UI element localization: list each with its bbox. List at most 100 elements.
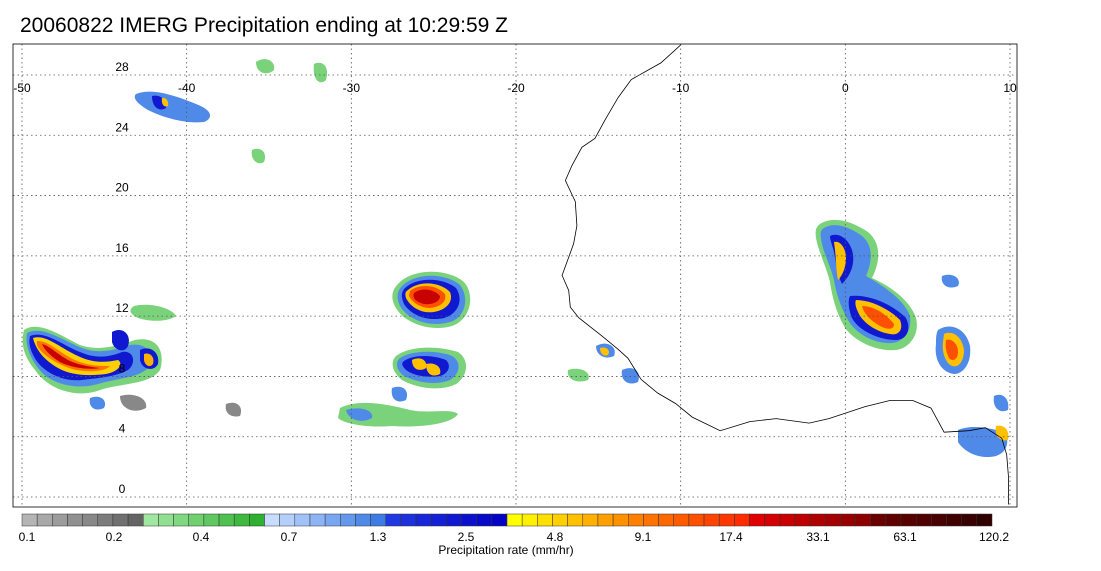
- colorbar-cell: [506, 513, 523, 527]
- lon-tick-label: -10: [672, 81, 690, 95]
- lon-tick-label: 10: [1003, 81, 1017, 95]
- colorbar-cell: [143, 513, 159, 527]
- lat-tick-label: 0: [119, 482, 126, 496]
- colorbar-cell: [324, 513, 341, 527]
- colorbar-cell: [658, 513, 674, 527]
- colorbar-cell: [233, 513, 250, 527]
- colorbar-cell: [749, 513, 765, 527]
- colorbar-cell: [309, 513, 326, 527]
- colorbar-cell: [21, 513, 38, 527]
- colorbar-cell: [82, 513, 99, 527]
- colorbar-tick-label: 0.1: [18, 530, 36, 544]
- colorbar-cell: [855, 513, 872, 527]
- colorbar-cell: [764, 513, 781, 527]
- gridlines: [13, 44, 1017, 507]
- colorbar-cell: [809, 513, 826, 527]
- colorbar-cell: [734, 513, 750, 527]
- colorbar-cell: [340, 513, 356, 527]
- colorbar-cell: [961, 513, 978, 527]
- colorbar-tick-label: 2.5: [457, 530, 475, 544]
- colorbar: [21, 513, 993, 527]
- map-frame: [12, 43, 1018, 508]
- colorbar-cell: [279, 513, 296, 527]
- colorbar-cell: [521, 513, 538, 527]
- colorbar-tick-label: 33.1: [806, 530, 830, 544]
- colorbar-cell: [294, 513, 311, 527]
- colorbar-cell: [158, 513, 174, 527]
- precipitation-map[interactable]: -50 -40 -30 -20 -10 0 10 0 4 8 12 16 20 24 28: [0, 0, 1101, 510]
- colorbar-cell: [612, 513, 629, 527]
- colorbar-cell: [461, 513, 477, 527]
- colorbar-cell: [900, 513, 917, 527]
- colorbar-cell: [52, 513, 68, 527]
- lat-tick-label: 20: [115, 181, 129, 195]
- colorbar-title: Precipitation rate (mm/hr): [438, 543, 574, 557]
- colorbar-cell: [552, 513, 568, 527]
- colorbar-cell: [36, 513, 53, 527]
- colorbar-cell: [688, 513, 705, 527]
- lon-tick-label: -20: [507, 81, 525, 95]
- colorbar-cell: [491, 513, 508, 527]
- colorbar-cell: [597, 513, 614, 527]
- lat-tick-label: 8: [119, 361, 126, 375]
- colorbar-cell: [825, 513, 841, 527]
- colorbar-cell: [127, 513, 144, 527]
- lat-tick-label: 28: [115, 60, 129, 74]
- colorbar-cell: [385, 513, 402, 527]
- colorbar-cell: [430, 513, 447, 527]
- colorbar-cell: [537, 513, 553, 527]
- colorbar-cell: [173, 513, 189, 527]
- lon-tick-label: -30: [343, 81, 361, 95]
- colorbar-cell: [718, 513, 735, 527]
- colorbar-cell: [779, 513, 796, 527]
- colorbar-cell: [628, 513, 644, 527]
- colorbar-cell: [249, 513, 265, 527]
- map-title: 20060822 IMERG Precipitation ending at 1…: [20, 14, 508, 37]
- colorbar-cell: [931, 513, 947, 527]
- colorbar-tick-label: 0.7: [280, 530, 298, 544]
- colorbar-cell: [885, 513, 902, 527]
- longitude-labels: -50 -40 -30 -20 -10 0 10: [13, 81, 1017, 95]
- colorbar-cell: [643, 513, 659, 527]
- latitude-labels: 0 4 8 12 16 20 24 28: [115, 60, 129, 496]
- colorbar-cell: [370, 513, 386, 527]
- lon-tick-label: -40: [178, 81, 196, 95]
- colorbar-tick-label: 4.8: [546, 530, 564, 544]
- colorbar-cell: [673, 513, 690, 527]
- colorbar-cell: [946, 513, 962, 527]
- colorbar-tick-label: 120.2: [978, 530, 1010, 544]
- colorbar-tick-label: 63.1: [893, 530, 917, 544]
- colorbar-cell: [67, 513, 83, 527]
- colorbar-tick-label: 17.4: [719, 530, 743, 544]
- colorbar-cell: [112, 513, 129, 527]
- colorbar-cell: [582, 513, 599, 527]
- colorbar-cell: [476, 513, 493, 527]
- colorbar-cell: [218, 513, 235, 527]
- colorbar-tick-label: 0.2: [105, 530, 123, 544]
- coastline: [561, 44, 1009, 505]
- colorbar-cell: [355, 513, 371, 527]
- colorbar-tick-label: 9.1: [634, 530, 652, 544]
- colorbar-cell: [97, 513, 114, 527]
- colorbar-cell: [567, 513, 584, 527]
- colorbar-cell: [915, 513, 932, 527]
- colorbar-cell: [264, 513, 280, 527]
- colorbar-cell: [400, 513, 417, 527]
- lat-tick-label: 16: [115, 241, 129, 255]
- lat-tick-label: 24: [115, 120, 129, 134]
- lat-tick-label: 12: [115, 301, 129, 315]
- colorbar-tick-label: 1.3: [369, 530, 387, 544]
- colorbar-cell: [415, 513, 432, 527]
- colorbar-cell: [870, 513, 887, 527]
- lon-tick-label: 0: [842, 81, 849, 95]
- precipitation-overlay: [22, 59, 1009, 458]
- africa-coastline: [561, 44, 1009, 505]
- colorbar-cell: [840, 513, 856, 527]
- colorbar-cell: [703, 513, 720, 527]
- colorbar-cell: [446, 513, 462, 527]
- colorbar-cell: [203, 513, 220, 527]
- colorbar-cell: [794, 513, 811, 527]
- lat-tick-label: 4: [119, 422, 126, 436]
- colorbar-cell: [188, 513, 205, 527]
- lon-tick-label: -50: [13, 81, 31, 95]
